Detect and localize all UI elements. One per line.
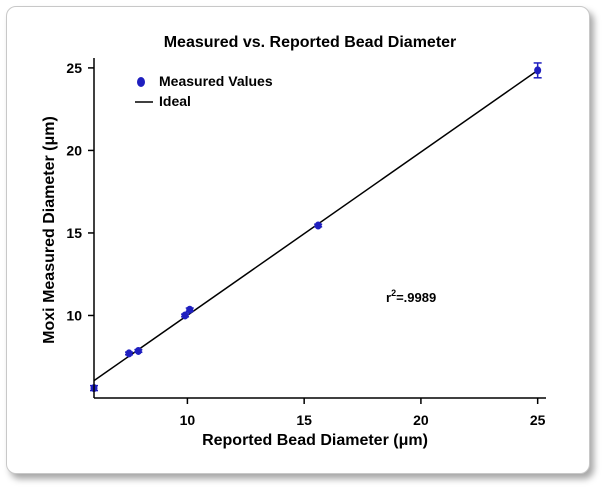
data-point <box>186 305 194 314</box>
x-tick-label: 20 <box>413 412 429 428</box>
x-tick-label: 25 <box>530 412 546 428</box>
legend: Measured Values Ideal <box>135 73 273 109</box>
chart-title: Measured vs. Reported Bead Diameter <box>164 34 457 51</box>
data-point <box>125 349 133 358</box>
y-tick-label: 15 <box>66 225 82 241</box>
axis-ticks: 10 15 20 25 10 15 20 25 <box>66 60 545 428</box>
x-tick-label: 15 <box>296 412 312 428</box>
data-point <box>181 311 189 320</box>
legend-marker-measured <box>137 77 145 87</box>
data-point <box>534 66 542 75</box>
x-tick-label: 10 <box>180 412 196 428</box>
y-tick-label: 20 <box>66 142 82 158</box>
y-axis-label: Moxi Measured Diameter (μm) <box>41 116 58 344</box>
r-squared-annotation: r2=.9989 <box>386 288 436 305</box>
data-point <box>314 221 322 230</box>
legend-label-measured: Measured Values <box>159 73 273 89</box>
chart-marks <box>90 62 542 393</box>
chart-card <box>6 6 590 474</box>
legend-label-ideal: Ideal <box>159 93 191 109</box>
data-point <box>134 346 142 355</box>
y-tick-label: 25 <box>66 60 82 76</box>
y-tick-label: 10 <box>66 307 82 323</box>
x-axis-label: Reported Bead Diameter (μm) <box>202 432 428 449</box>
